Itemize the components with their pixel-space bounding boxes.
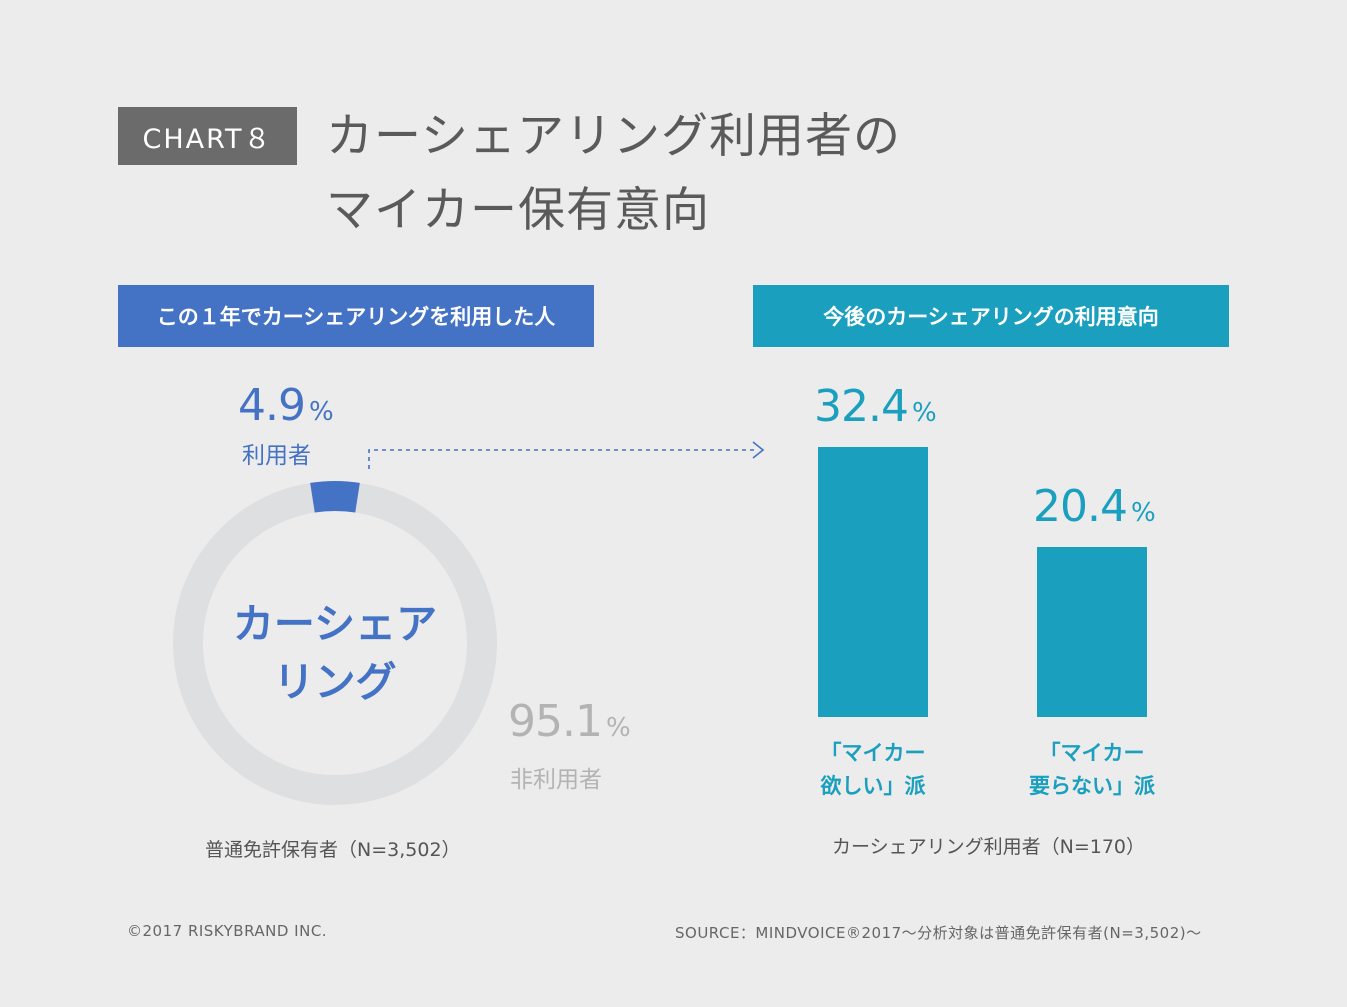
user-percent-sign: % — [308, 397, 334, 427]
donut-slice-user — [310, 481, 360, 513]
user-label: 利用者 — [242, 443, 311, 469]
user-percent-value: 4.9 — [238, 380, 306, 431]
bar-value-label-not-needed: 20.4% — [1033, 481, 1156, 532]
bar-value-not-needed-sign: % — [1130, 498, 1156, 528]
bar-category-want-line-1: 「マイカー — [820, 741, 926, 765]
bar-category-not-needed-line-2: 要らない」派 — [1029, 774, 1155, 798]
bar-value-not-needed: 20.4 — [1033, 481, 1128, 532]
bar-category-not-needed: 「マイカー 要らない」派 — [1012, 737, 1172, 803]
title-line-1: カーシェアリング利用者の — [326, 109, 902, 164]
left-panel-heading: この１年でカーシェアリングを利用した人 — [118, 285, 594, 347]
nonuser-label: 非利用者 — [510, 767, 602, 793]
donut-center-label: カーシェア リング — [215, 595, 455, 711]
bar-value-label-want: 32.4% — [814, 381, 937, 432]
right-panel-heading: 今後のカーシェアリングの利用意向 — [753, 285, 1229, 347]
bar-mycar-want — [818, 447, 928, 717]
bar-category-not-needed-line-1: 「マイカー — [1039, 741, 1145, 765]
donut-center-line-1: カーシェア — [232, 600, 438, 648]
bar-value-want: 32.4 — [814, 381, 909, 432]
source-note: SOURCE：MINDVOICE®2017～分析対象は普通免許保有者(N=3,5… — [675, 924, 1202, 942]
chart-number-badge: CHART８ — [118, 107, 297, 165]
page-title: カーシェアリング利用者の マイカー保有意向 — [326, 100, 901, 248]
nonuser-percent-sign: % — [605, 713, 631, 743]
connector-arrow-head — [752, 441, 765, 459]
donut-center-line-2: リング — [273, 658, 397, 706]
nonuser-percent-label: 95.1% — [508, 696, 631, 747]
right-base-note: カーシェアリング利用者（N=170） — [832, 836, 1146, 858]
connector-arrow — [368, 449, 755, 469]
copyright: ©2017 RISKYBRAND INC. — [127, 922, 328, 940]
bar-mycar-not-needed — [1037, 547, 1147, 717]
title-line-2: マイカー保有意向 — [326, 183, 710, 238]
bar-category-want-line-2: 欲しい」派 — [820, 774, 926, 798]
user-percent-label: 4.9% — [238, 380, 334, 431]
bar-value-want-sign: % — [911, 398, 937, 428]
left-base-note: 普通免許保有者（N=3,502） — [205, 839, 461, 861]
bar-category-want: 「マイカー 欲しい」派 — [793, 737, 953, 803]
nonuser-percent-value: 95.1 — [508, 696, 603, 747]
